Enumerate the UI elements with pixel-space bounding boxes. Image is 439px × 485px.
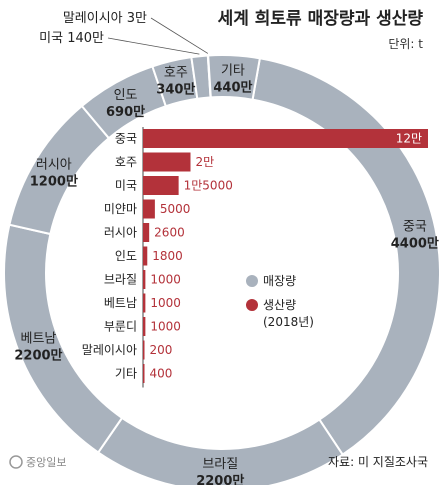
bar-8 — [143, 317, 146, 336]
bar-0 — [143, 129, 428, 148]
bar-category-0: 중국 — [115, 132, 137, 146]
bar-value-2: 1만5000 — [184, 179, 233, 193]
bar-4 — [143, 223, 150, 242]
logo-text: 중앙일보 — [26, 455, 66, 469]
bar-1 — [143, 152, 191, 172]
reserves-labels: 중국4400만브라질2200만베트남2200만러시아1200만인도690만호주3… — [14, 11, 439, 485]
donut-slice-0 — [251, 57, 439, 456]
donut-value-4: 690만 — [106, 104, 145, 120]
donut-label-3: 러시아 — [36, 157, 72, 172]
donut-label-5: 호주 — [164, 65, 188, 80]
donut-label-4: 인도 — [114, 88, 138, 103]
bar-value-6: 1000 — [150, 273, 181, 287]
donut-label-6: 미국 140만 — [39, 31, 104, 46]
reserves-donut — [3, 54, 439, 485]
logo: 중앙일보 — [9, 455, 66, 469]
bar-value-4: 2600 — [154, 226, 185, 240]
legend-production-label: 생산량 — [263, 298, 296, 312]
donut-label-1: 브라질 — [202, 457, 238, 472]
source-label: 자료: 미 지질조사국 — [328, 455, 428, 469]
legend-production-note: (2018년) — [263, 315, 314, 329]
bar-category-2: 미국 — [115, 179, 137, 193]
bar-category-5: 인도 — [115, 249, 137, 263]
bar-value-3: 5000 — [160, 202, 191, 216]
bar-10 — [143, 364, 145, 383]
donut-value-1: 2200만 — [196, 473, 244, 485]
donut-value-5: 340만 — [156, 81, 195, 97]
bar-7 — [143, 293, 146, 313]
bar-category-7: 베트남 — [104, 296, 137, 310]
bar-value-9: 200 — [150, 343, 173, 357]
donut-label-0: 중국 — [403, 220, 427, 235]
bar-value-10: 400 — [150, 367, 173, 381]
bar-2 — [143, 176, 179, 195]
legend-production-swatch — [246, 299, 258, 311]
bar-value-8: 1000 — [150, 320, 181, 334]
legend: 매장량 생산량 (2018년) — [246, 274, 314, 329]
donut-label-7: 말레이시아 3만 — [63, 11, 147, 26]
bar-value-0: 12만 — [396, 132, 422, 146]
bar-5 — [143, 246, 148, 266]
donut-label-2: 베트남 — [21, 332, 57, 347]
donut-slice-8 — [207, 54, 262, 101]
donut-leader-6 — [107, 37, 200, 55]
bar-value-7: 1000 — [150, 296, 181, 310]
donut-label-8: 기타 — [221, 63, 245, 78]
donut-value-3: 1200만 — [30, 173, 78, 189]
legend-reserves-swatch — [246, 275, 258, 287]
unit-label: 단위: t — [388, 37, 423, 51]
bar-category-8: 부룬디 — [104, 320, 137, 334]
bar-value-5: 1800 — [152, 249, 183, 263]
bar-category-6: 브라질 — [104, 273, 137, 287]
legend-reserves-label: 매장량 — [263, 274, 296, 288]
bar-category-1: 호주 — [115, 155, 137, 169]
bar-9 — [143, 340, 145, 360]
logo-mark-icon — [9, 455, 23, 469]
donut-value-2: 2200만 — [14, 348, 62, 364]
bar-value-1: 2만 — [196, 155, 215, 169]
bar-category-3: 미얀마 — [104, 202, 137, 216]
bar-6 — [143, 270, 146, 289]
donut-leader-7 — [150, 17, 209, 54]
bar-category-9: 말레이시아 — [82, 343, 137, 357]
bar-category-10: 기타 — [115, 367, 137, 381]
donut-value-0: 4400만 — [391, 236, 439, 252]
bar-3 — [143, 199, 155, 219]
bar-category-4: 러시아 — [104, 226, 137, 240]
donut-value-8: 440만 — [213, 79, 252, 95]
chart-title: 세계 희토류 매장량과 생산량 — [218, 9, 424, 29]
